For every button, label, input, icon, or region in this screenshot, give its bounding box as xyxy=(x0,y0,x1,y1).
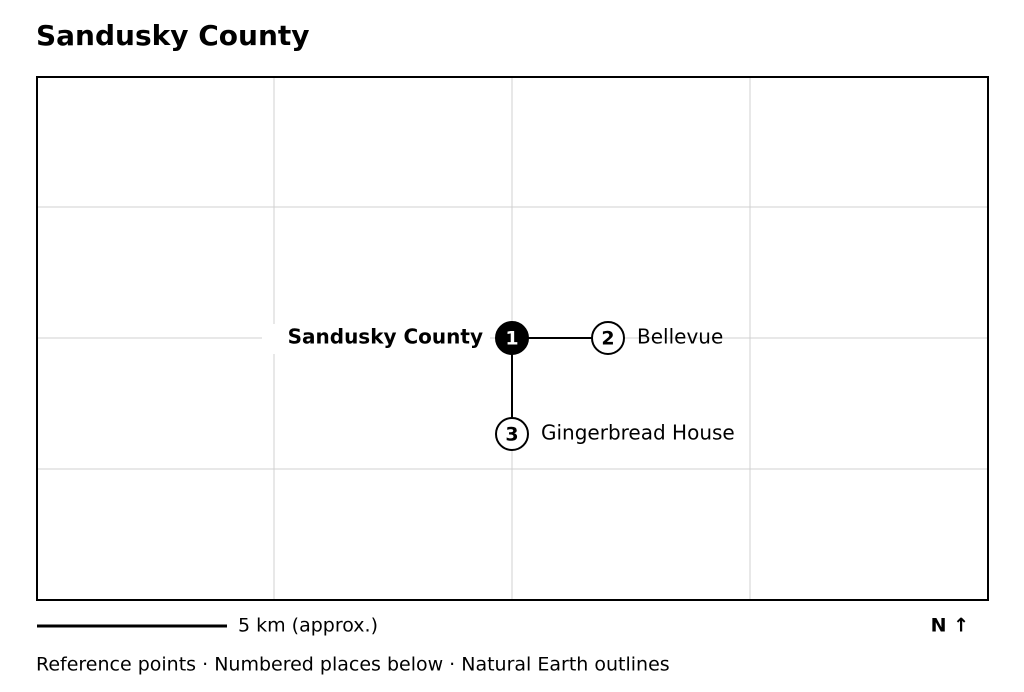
place-number: 3 xyxy=(505,424,518,446)
place-label: Sandusky County xyxy=(288,325,483,349)
scale-label: 5 km (approx.) xyxy=(238,615,378,637)
label-halo xyxy=(262,324,490,354)
place-marker xyxy=(591,321,625,355)
place-number: 1 xyxy=(505,328,518,350)
place-number: 2 xyxy=(601,328,614,350)
place-label: Gingerbread House xyxy=(541,421,735,445)
north-arrow: N ↑ xyxy=(931,615,969,637)
title: Sandusky County xyxy=(36,19,310,52)
map-border xyxy=(36,76,989,601)
map-frame: Sandusky County 1 2 Bellevue 3 Gingerbre… xyxy=(36,76,989,601)
place-marker xyxy=(495,417,529,451)
footer: Reference points · Numbered places below… xyxy=(36,654,670,676)
place-marker xyxy=(495,321,529,355)
place-label: Bellevue xyxy=(637,325,723,349)
